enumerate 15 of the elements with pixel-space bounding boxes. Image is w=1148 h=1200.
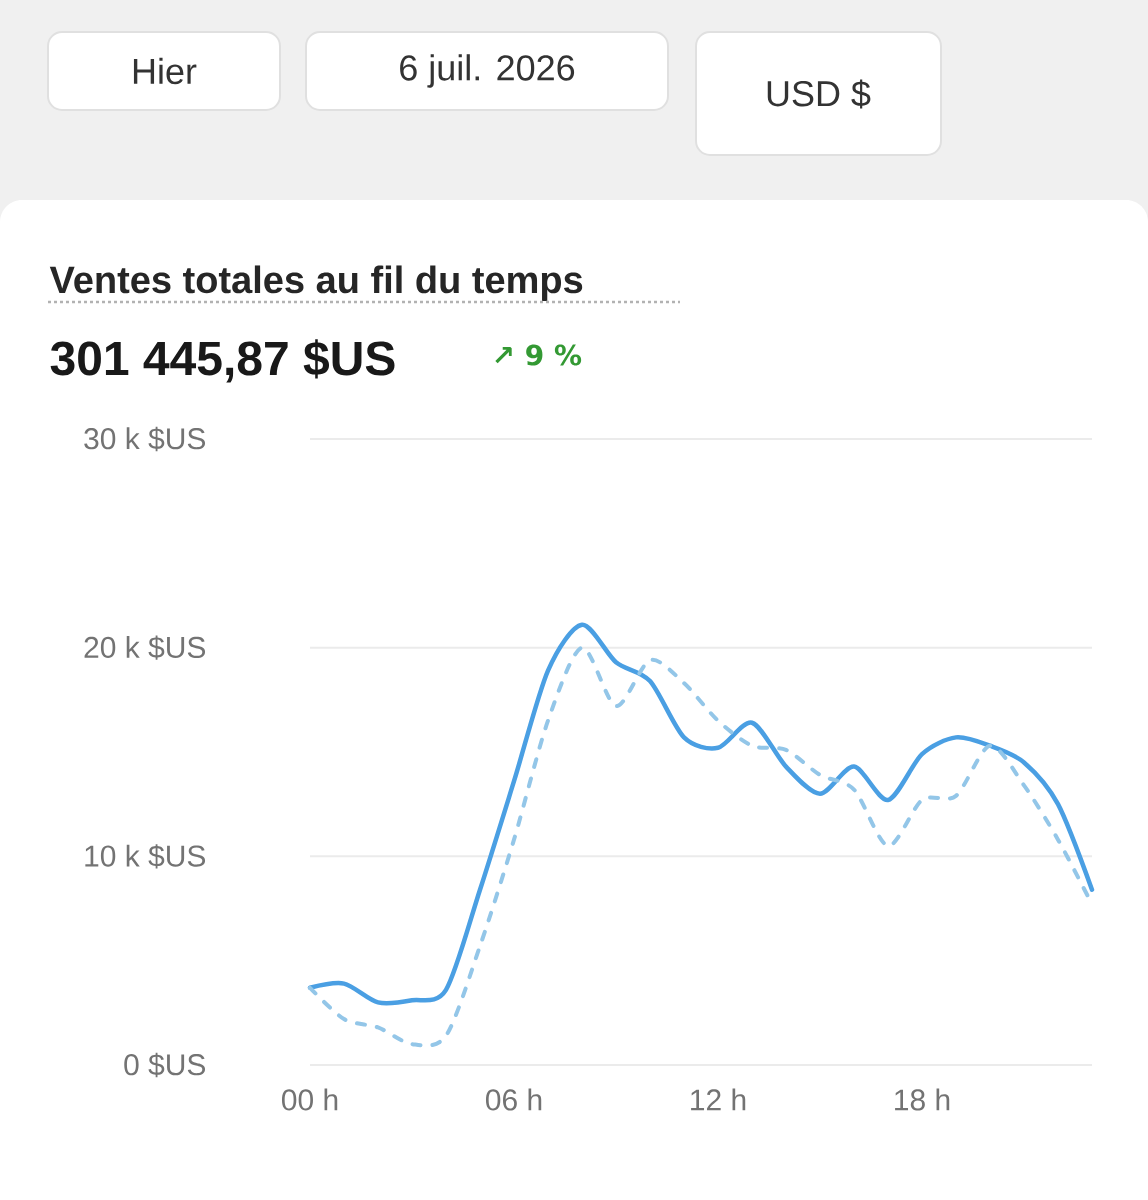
line-series <box>307 622 1095 1006</box>
x-tick-label: 12 h <box>691 1088 746 1111</box>
x-tick-label: 06 h <box>485 1088 542 1111</box>
text: ↗ 9 % <box>495 344 582 366</box>
y-tick-label: 10 k $US <box>85 844 206 869</box>
text: 6 juil. 2026 <box>400 54 575 88</box>
y-tick-label: 20 k $US <box>84 635 206 660</box>
chart-subtitle: 301 445,87 $US <box>50 339 395 383</box>
text: USD $ <box>767 79 871 109</box>
y-tick-label: 30 k $US <box>84 426 206 452</box>
chart-title: Ventes totales au fil du temps <box>49 265 583 301</box>
x-tick-label: 18 h <box>895 1088 950 1111</box>
text: Hier <box>133 57 197 85</box>
x-tick-label: 00 h <box>281 1088 338 1111</box>
y-tick-label: 0 $US <box>124 1052 206 1078</box>
